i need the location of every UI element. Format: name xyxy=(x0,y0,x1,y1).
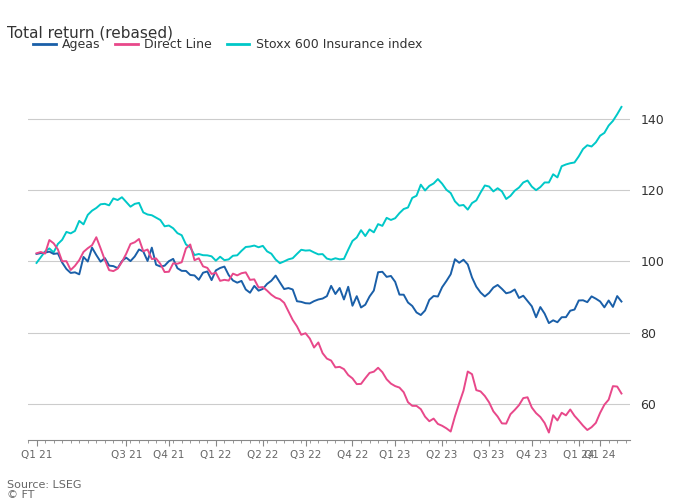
Text: Total return (rebased): Total return (rebased) xyxy=(7,25,173,40)
Legend: Ageas, Direct Line, Stoxx 600 Insurance index: Ageas, Direct Line, Stoxx 600 Insurance … xyxy=(28,33,427,56)
Text: © FT: © FT xyxy=(7,490,34,500)
Text: Source: LSEG: Source: LSEG xyxy=(7,480,81,490)
